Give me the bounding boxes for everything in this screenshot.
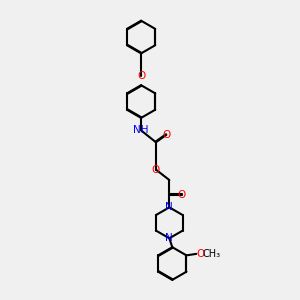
Text: O: O [152, 165, 160, 175]
Text: O: O [137, 71, 145, 81]
Text: N: N [165, 233, 173, 243]
Text: O: O [178, 190, 186, 200]
Text: N: N [165, 202, 173, 212]
Text: O: O [196, 249, 205, 259]
Text: CH₃: CH₃ [203, 249, 221, 259]
Text: NH: NH [133, 125, 149, 135]
Text: O: O [162, 130, 170, 140]
